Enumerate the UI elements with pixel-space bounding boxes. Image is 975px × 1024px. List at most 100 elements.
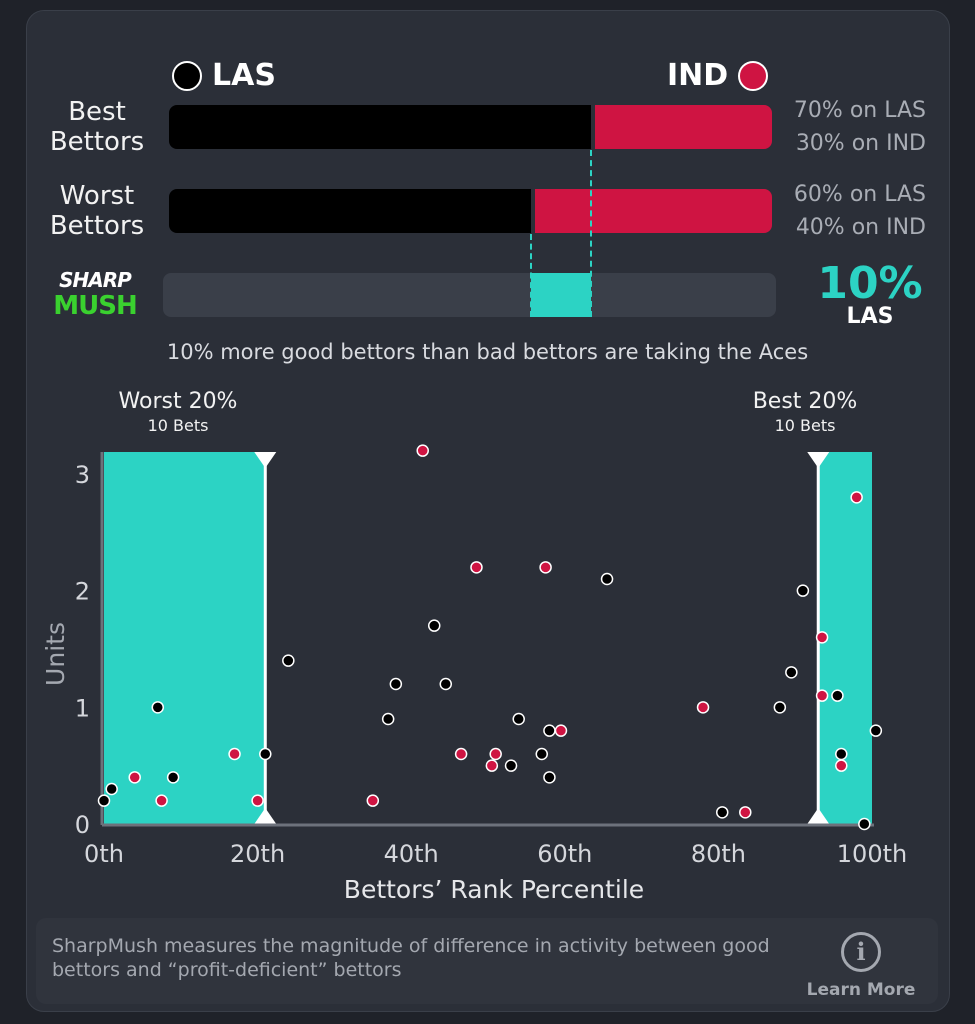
- las-data-point: [773, 701, 787, 714]
- worst-label-line1: Worst: [59, 181, 135, 211]
- las-data-point: [796, 584, 810, 597]
- las-data-point: [151, 701, 165, 714]
- best-zone-title: Best 20%: [752, 389, 858, 414]
- legend-las: LAS: [172, 58, 276, 93]
- x-tick-label: 20th: [230, 840, 285, 868]
- ind-data-point: [835, 759, 848, 772]
- worst-ind-segment: [530, 189, 772, 233]
- las-data-point: [600, 572, 614, 586]
- y-tick-label: 0: [75, 811, 90, 839]
- logo-line1: SHARP: [59, 268, 132, 292]
- footer-description: SharpMush measures the magnitude of diff…: [52, 935, 770, 981]
- ind-data-point: [416, 444, 429, 457]
- x-tick-label: 80th: [691, 840, 746, 868]
- las-dot-icon: [172, 60, 202, 91]
- las-data-point: [831, 689, 844, 702]
- best-las-pct: 70% on LAS: [793, 98, 926, 123]
- las-data-point: [105, 782, 118, 796]
- info-icon: i: [841, 932, 881, 972]
- ind-data-point: [739, 806, 752, 819]
- worst-bettors-label: Worst Bettors: [40, 181, 154, 241]
- ind-data-point: [696, 701, 710, 714]
- worst-zone-top-marker: [254, 452, 277, 468]
- worst-split-line: [529, 234, 532, 317]
- x-tick-label: 60th: [537, 840, 592, 868]
- worst-las-pct: 60% on LAS: [793, 182, 926, 207]
- las-data-point: [259, 747, 272, 761]
- las-data-point: [282, 654, 295, 667]
- ind-data-point: [128, 771, 141, 784]
- best-zone-top-marker: [807, 452, 830, 468]
- x-tick-label: 100th: [837, 840, 907, 868]
- y-tick-label: 3: [75, 461, 90, 489]
- sharp-summary: 10% more good bettors than bad bettors a…: [166, 340, 809, 364]
- best-ind-pct: 30% on IND: [795, 131, 926, 156]
- ind-data-point: [454, 747, 468, 761]
- las-data-point: [512, 712, 525, 726]
- worst-label-line2: Bettors: [49, 211, 145, 241]
- y-tick-label: 1: [75, 694, 90, 722]
- las-data-point: [427, 619, 441, 632]
- las-data-point: [97, 794, 111, 807]
- best-zone-sub: 10 Bets: [774, 416, 836, 435]
- las-data-point: [858, 817, 871, 831]
- sharp-value: 10%: [817, 258, 923, 309]
- las-data-point: [504, 759, 518, 772]
- sharp-team: LAS: [846, 304, 894, 329]
- x-tick-label: 40th: [384, 840, 439, 868]
- ind-data-point: [251, 794, 264, 807]
- ind-data-point: [554, 724, 568, 737]
- learn-more-button[interactable]: i Learn More: [806, 928, 916, 1000]
- worst-bettors-bar: [169, 189, 772, 233]
- best-bettors-pct: 70% on LAS 30% on IND: [740, 94, 926, 160]
- best-las-segment: [169, 105, 592, 149]
- learn-more-label: Learn More: [806, 980, 916, 1000]
- las-data-point: [543, 771, 556, 784]
- worst-zone-bottom-marker: [254, 808, 277, 824]
- ind-data-point: [155, 794, 168, 807]
- ind-data-point: [366, 794, 380, 807]
- best-bettors-bar: [169, 105, 772, 149]
- ind-data-point: [485, 759, 499, 772]
- worst-las-segment: [169, 189, 531, 233]
- worst-ind-pct: 40% on IND: [795, 215, 926, 240]
- difference-track: [163, 273, 776, 317]
- best-zone-bottom-marker: [807, 808, 830, 824]
- worst-zone-label: Worst 20% 10 Bets: [98, 389, 258, 435]
- sharpmush-logo: SHARP MUSH: [36, 268, 154, 334]
- ind-data-point: [850, 491, 863, 504]
- legend-ind-label: IND: [667, 58, 729, 93]
- ind-dot-icon: [738, 60, 769, 91]
- legend-las-label: LAS: [212, 58, 276, 93]
- best-ind-segment: [591, 105, 772, 149]
- las-data-point: [835, 747, 848, 761]
- best-label-line1: Best: [68, 97, 126, 127]
- scatter-chart: 0 1 2 3 0th 20th 40th 60th 80th 100th Bettors’ Ra…: [41, 444, 907, 904]
- worst-bettors-pct: 60% on LAS 40% on IND: [740, 178, 926, 244]
- ind-data-point: [470, 561, 483, 574]
- x-tick-label: 0th: [84, 840, 124, 868]
- best-bettors-label: Best Bettors: [40, 97, 154, 157]
- las-data-point: [166, 771, 180, 784]
- legend-ind: IND: [667, 58, 769, 93]
- las-data-point: [535, 747, 549, 761]
- best-label-line2: Bettors: [49, 127, 145, 157]
- logo-line2: MUSH: [53, 291, 137, 321]
- best-split-line: [590, 150, 593, 317]
- ind-data-point: [489, 747, 502, 761]
- worst-zone-sub: 10 Bets: [147, 416, 209, 435]
- worst-zone-title: Worst 20%: [118, 389, 238, 414]
- ind-data-point: [228, 747, 241, 761]
- difference-bar: [530, 273, 592, 317]
- ind-data-point: [815, 689, 829, 702]
- las-data-point: [439, 677, 453, 691]
- las-data-point: [869, 724, 883, 737]
- ind-data-point: [815, 631, 829, 644]
- best-zone-label: Best 20% 10 Bets: [725, 389, 885, 435]
- y-tick-label: 2: [75, 578, 90, 606]
- las-data-point: [543, 724, 556, 737]
- info-footer: SharpMush measures the magnitude of diff…: [36, 918, 938, 1004]
- las-data-point: [381, 712, 395, 726]
- ind-data-point: [539, 561, 552, 574]
- x-axis-label: Bettors’ Rank Percentile: [344, 875, 644, 904]
